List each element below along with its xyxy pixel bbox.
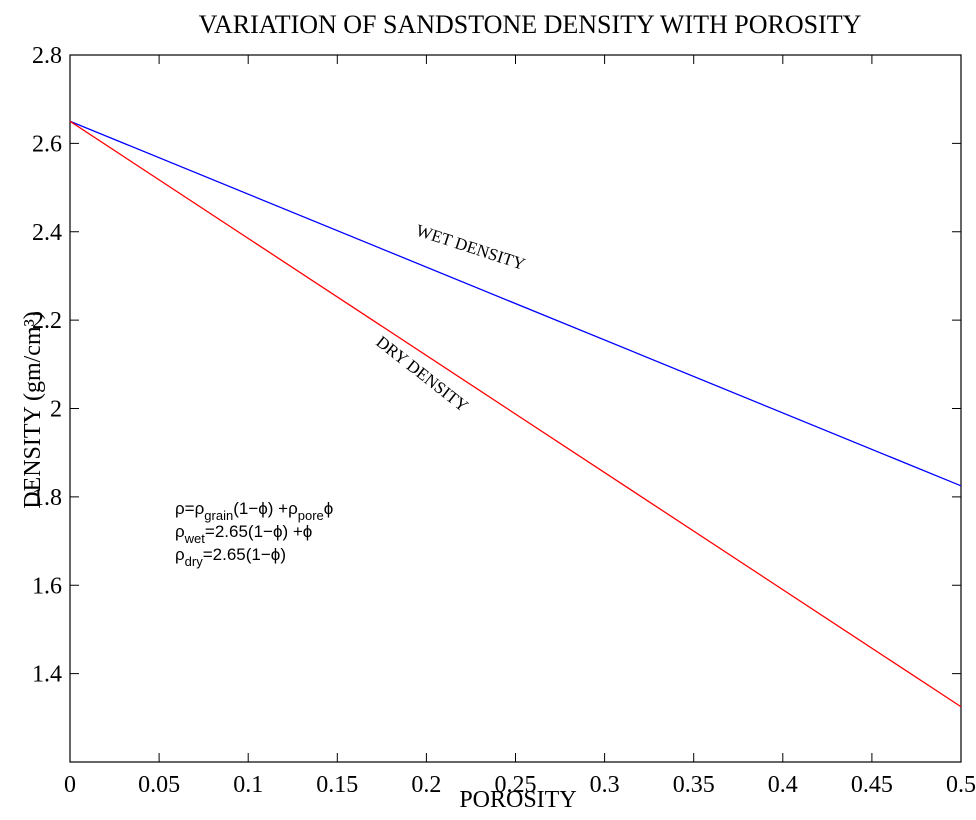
y-tick-label: 2.6: [32, 131, 62, 157]
y-tick-label: 2.8: [32, 43, 62, 69]
x-axis-title: POROSITY: [459, 787, 576, 813]
wet-density-label: WET DENSITY: [414, 221, 528, 274]
x-tick-label: 0.35: [673, 772, 715, 798]
y-axis-ticks: 1.4 1.6 1.8 2 2.2 2.4 2.6 2.8: [32, 43, 961, 688]
dry-density-label: DRY DENSITY: [373, 332, 472, 415]
plot-frame: [69, 54, 962, 763]
x-tick-label: 0.25: [495, 772, 537, 798]
x-tick-label: 0.3: [590, 772, 620, 798]
x-tick-label: 0.1: [233, 772, 263, 798]
equation-line: ρdry=2.65(1−ϕ): [175, 545, 286, 569]
dry-density-line: [69, 120, 962, 708]
y-tick-label: 1.8: [32, 485, 62, 511]
x-tick-label: 0.5: [946, 772, 976, 798]
x-axis-ticks: 0 0.05 0.1 0.15 0.2 0.25 0.3 0.35 0.4 0.45 0.5: [64, 55, 976, 798]
x-tick-label: 0: [64, 772, 76, 798]
wet-density-line: [69, 120, 962, 487]
series-layer: [69, 120, 962, 708]
equation-line: ρwet=2.65(1−ϕ) +ϕ: [175, 522, 312, 546]
x-tick-label: 0.05: [138, 772, 180, 798]
x-tick-label: 0.15: [316, 772, 358, 798]
x-tick-label: 0.45: [851, 772, 893, 798]
equation-line: ρ=ρgrain(1−ϕ) +ρporeϕ: [175, 499, 333, 523]
y-tick-label: 2: [50, 397, 62, 423]
y-axis-title: DENSITY (gm/cm³): [20, 311, 46, 509]
chart-title: VARIATION OF SANDSTONE DENSITY WITH PORO…: [199, 10, 862, 39]
y-tick-label: 2.4: [32, 220, 62, 246]
x-tick-label: 0.2: [411, 772, 441, 798]
x-tick-label: 0.4: [768, 772, 798, 798]
y-tick-label: 1.6: [32, 573, 62, 599]
y-tick-label: 2.2: [32, 308, 62, 334]
y-tick-label: 1.4: [32, 662, 62, 688]
